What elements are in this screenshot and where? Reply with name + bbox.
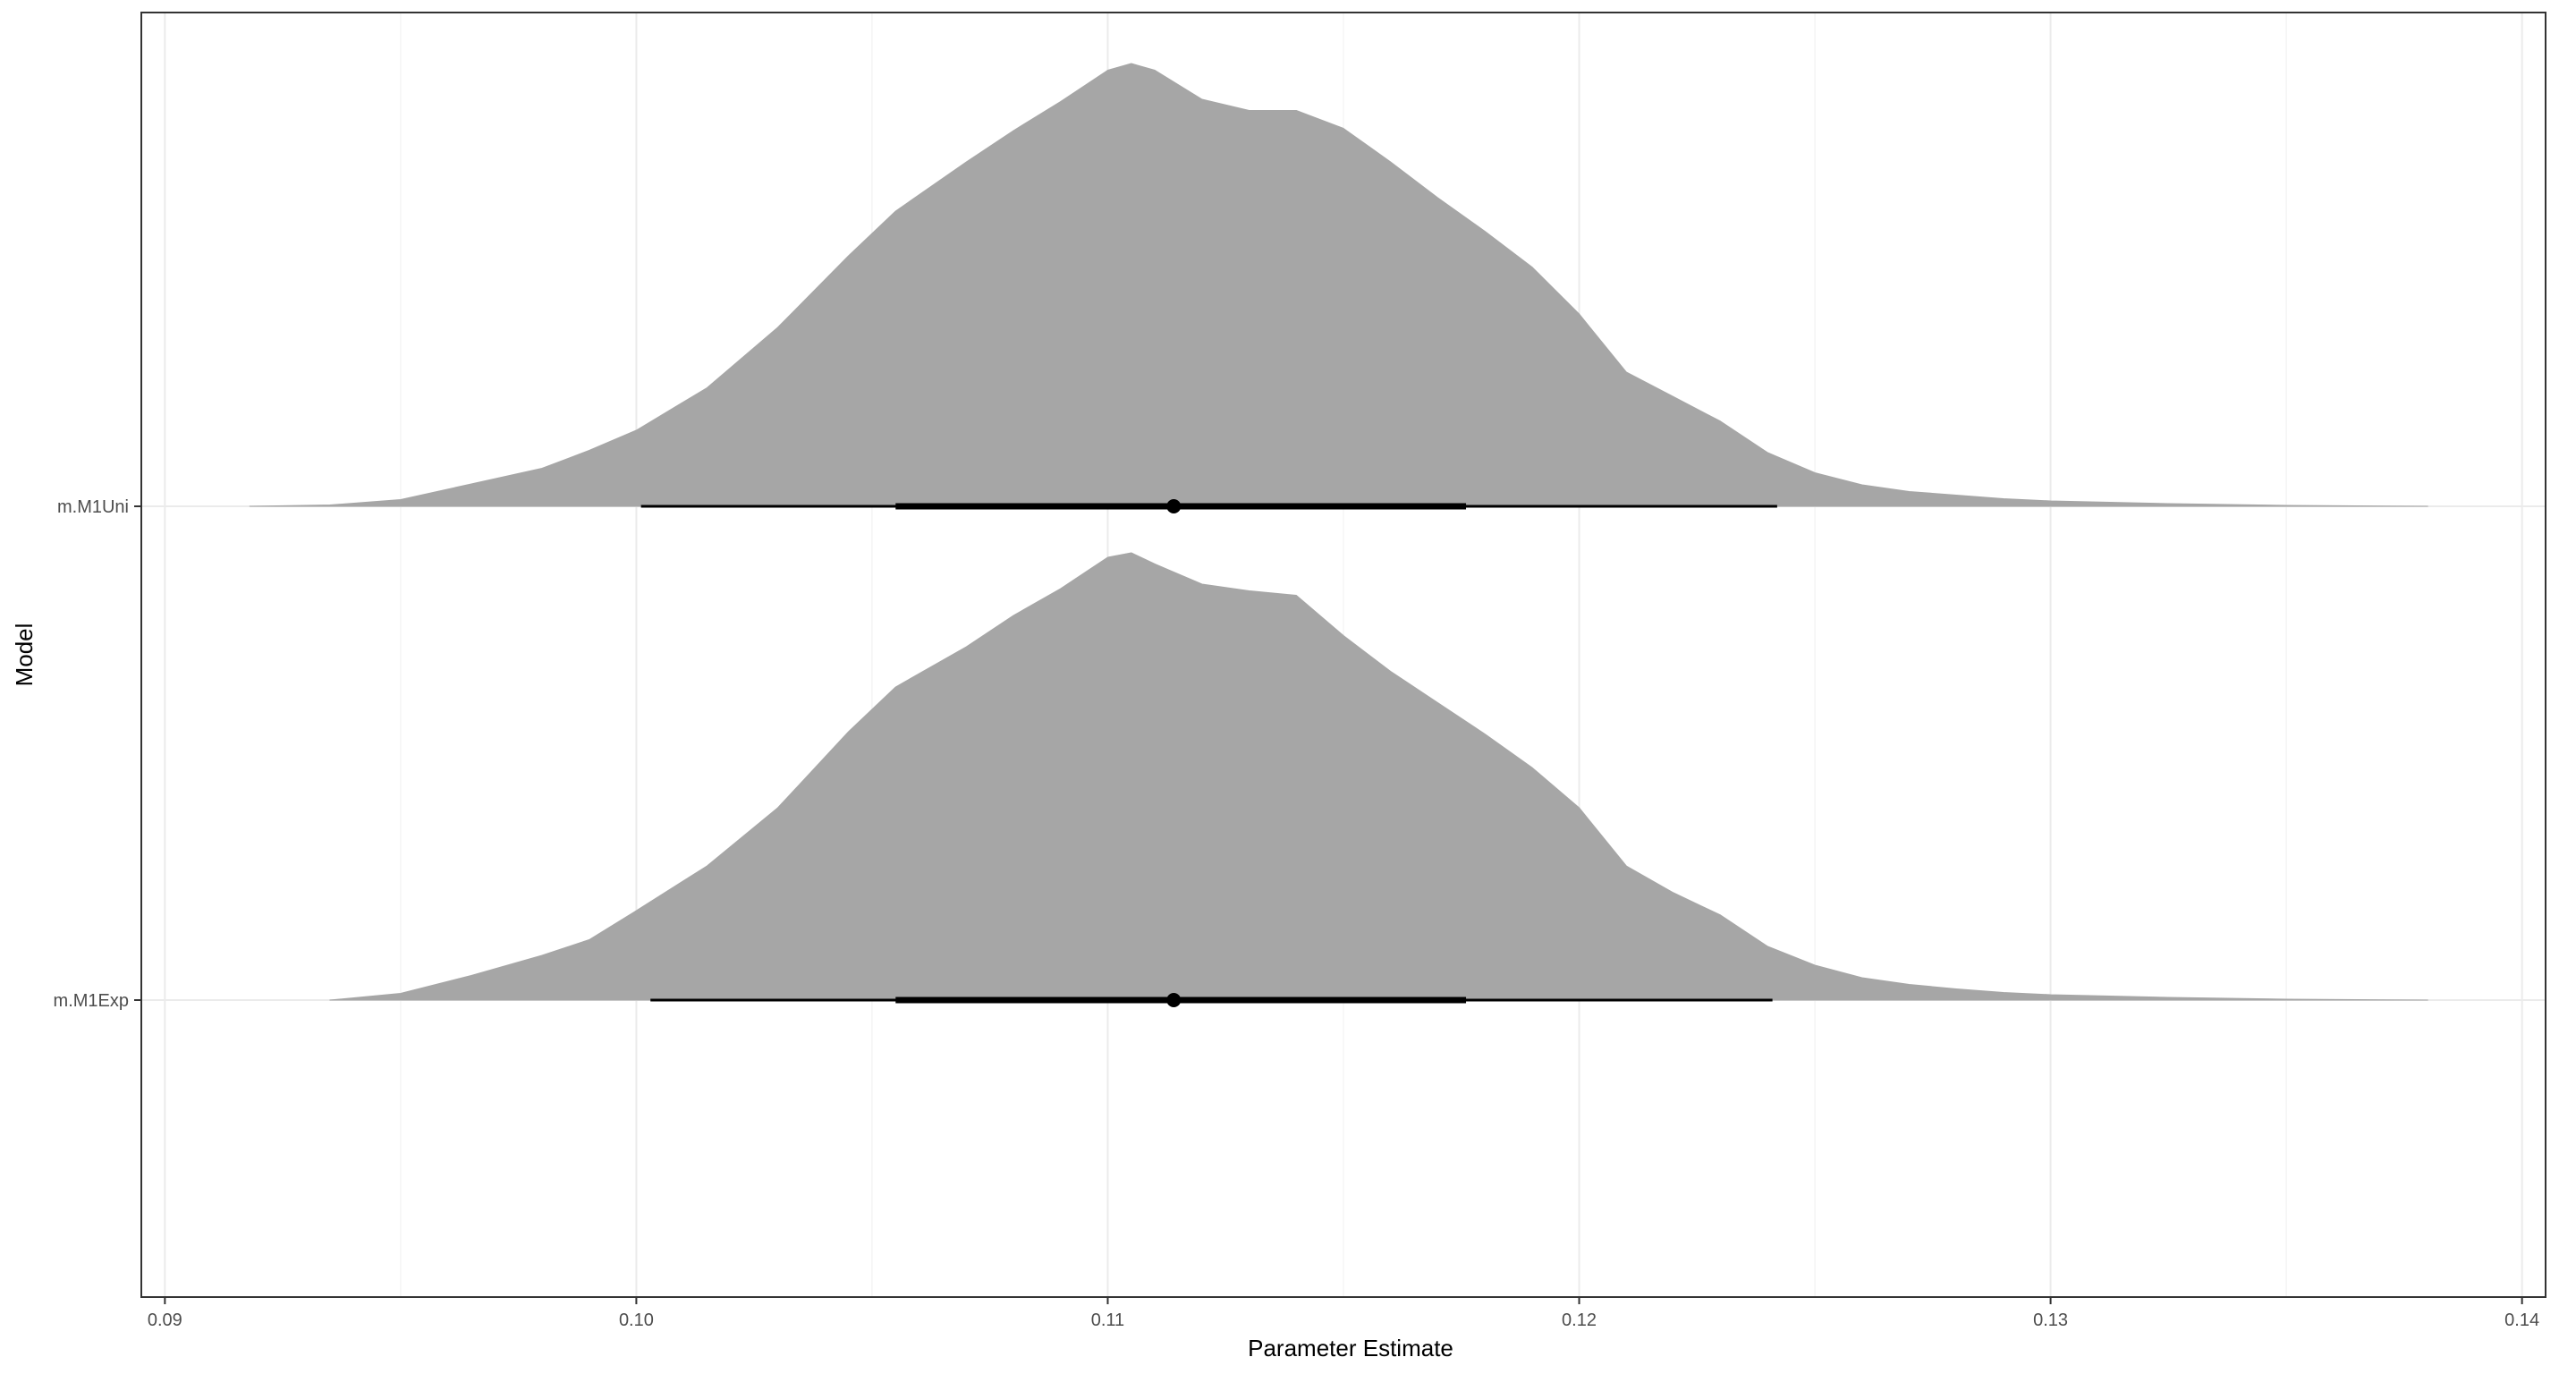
x-axis-title: Parameter Estimate — [1248, 1335, 1453, 1361]
x-tick-label: 0.12 — [1562, 1310, 1597, 1330]
y-tick-label: m.M1Exp — [54, 991, 129, 1011]
y-axis: m.M1Uni m.M1Exp — [54, 497, 141, 1011]
x-tick-label: 0.13 — [2033, 1310, 2068, 1330]
median-point — [1166, 499, 1182, 513]
y-axis-title: Model — [11, 623, 38, 687]
density-layer — [249, 63, 2428, 1001]
x-tick-label: 0.14 — [2504, 1310, 2539, 1330]
plot-border — [140, 12, 2546, 1298]
x-tick-label: 0.10 — [619, 1310, 654, 1330]
density-ridge — [249, 63, 2428, 507]
density-ridge — [329, 552, 2428, 1001]
x-tick-label: 0.11 — [1091, 1310, 1124, 1330]
x-tick-label: 0.09 — [148, 1310, 182, 1330]
y-tick-label: m.M1Uni — [57, 497, 129, 517]
x-axis: 0.09 0.10 0.11 0.12 0.13 0.14 — [148, 1297, 2539, 1330]
interval-layer — [640, 499, 1777, 1007]
median-point — [1166, 993, 1182, 1007]
